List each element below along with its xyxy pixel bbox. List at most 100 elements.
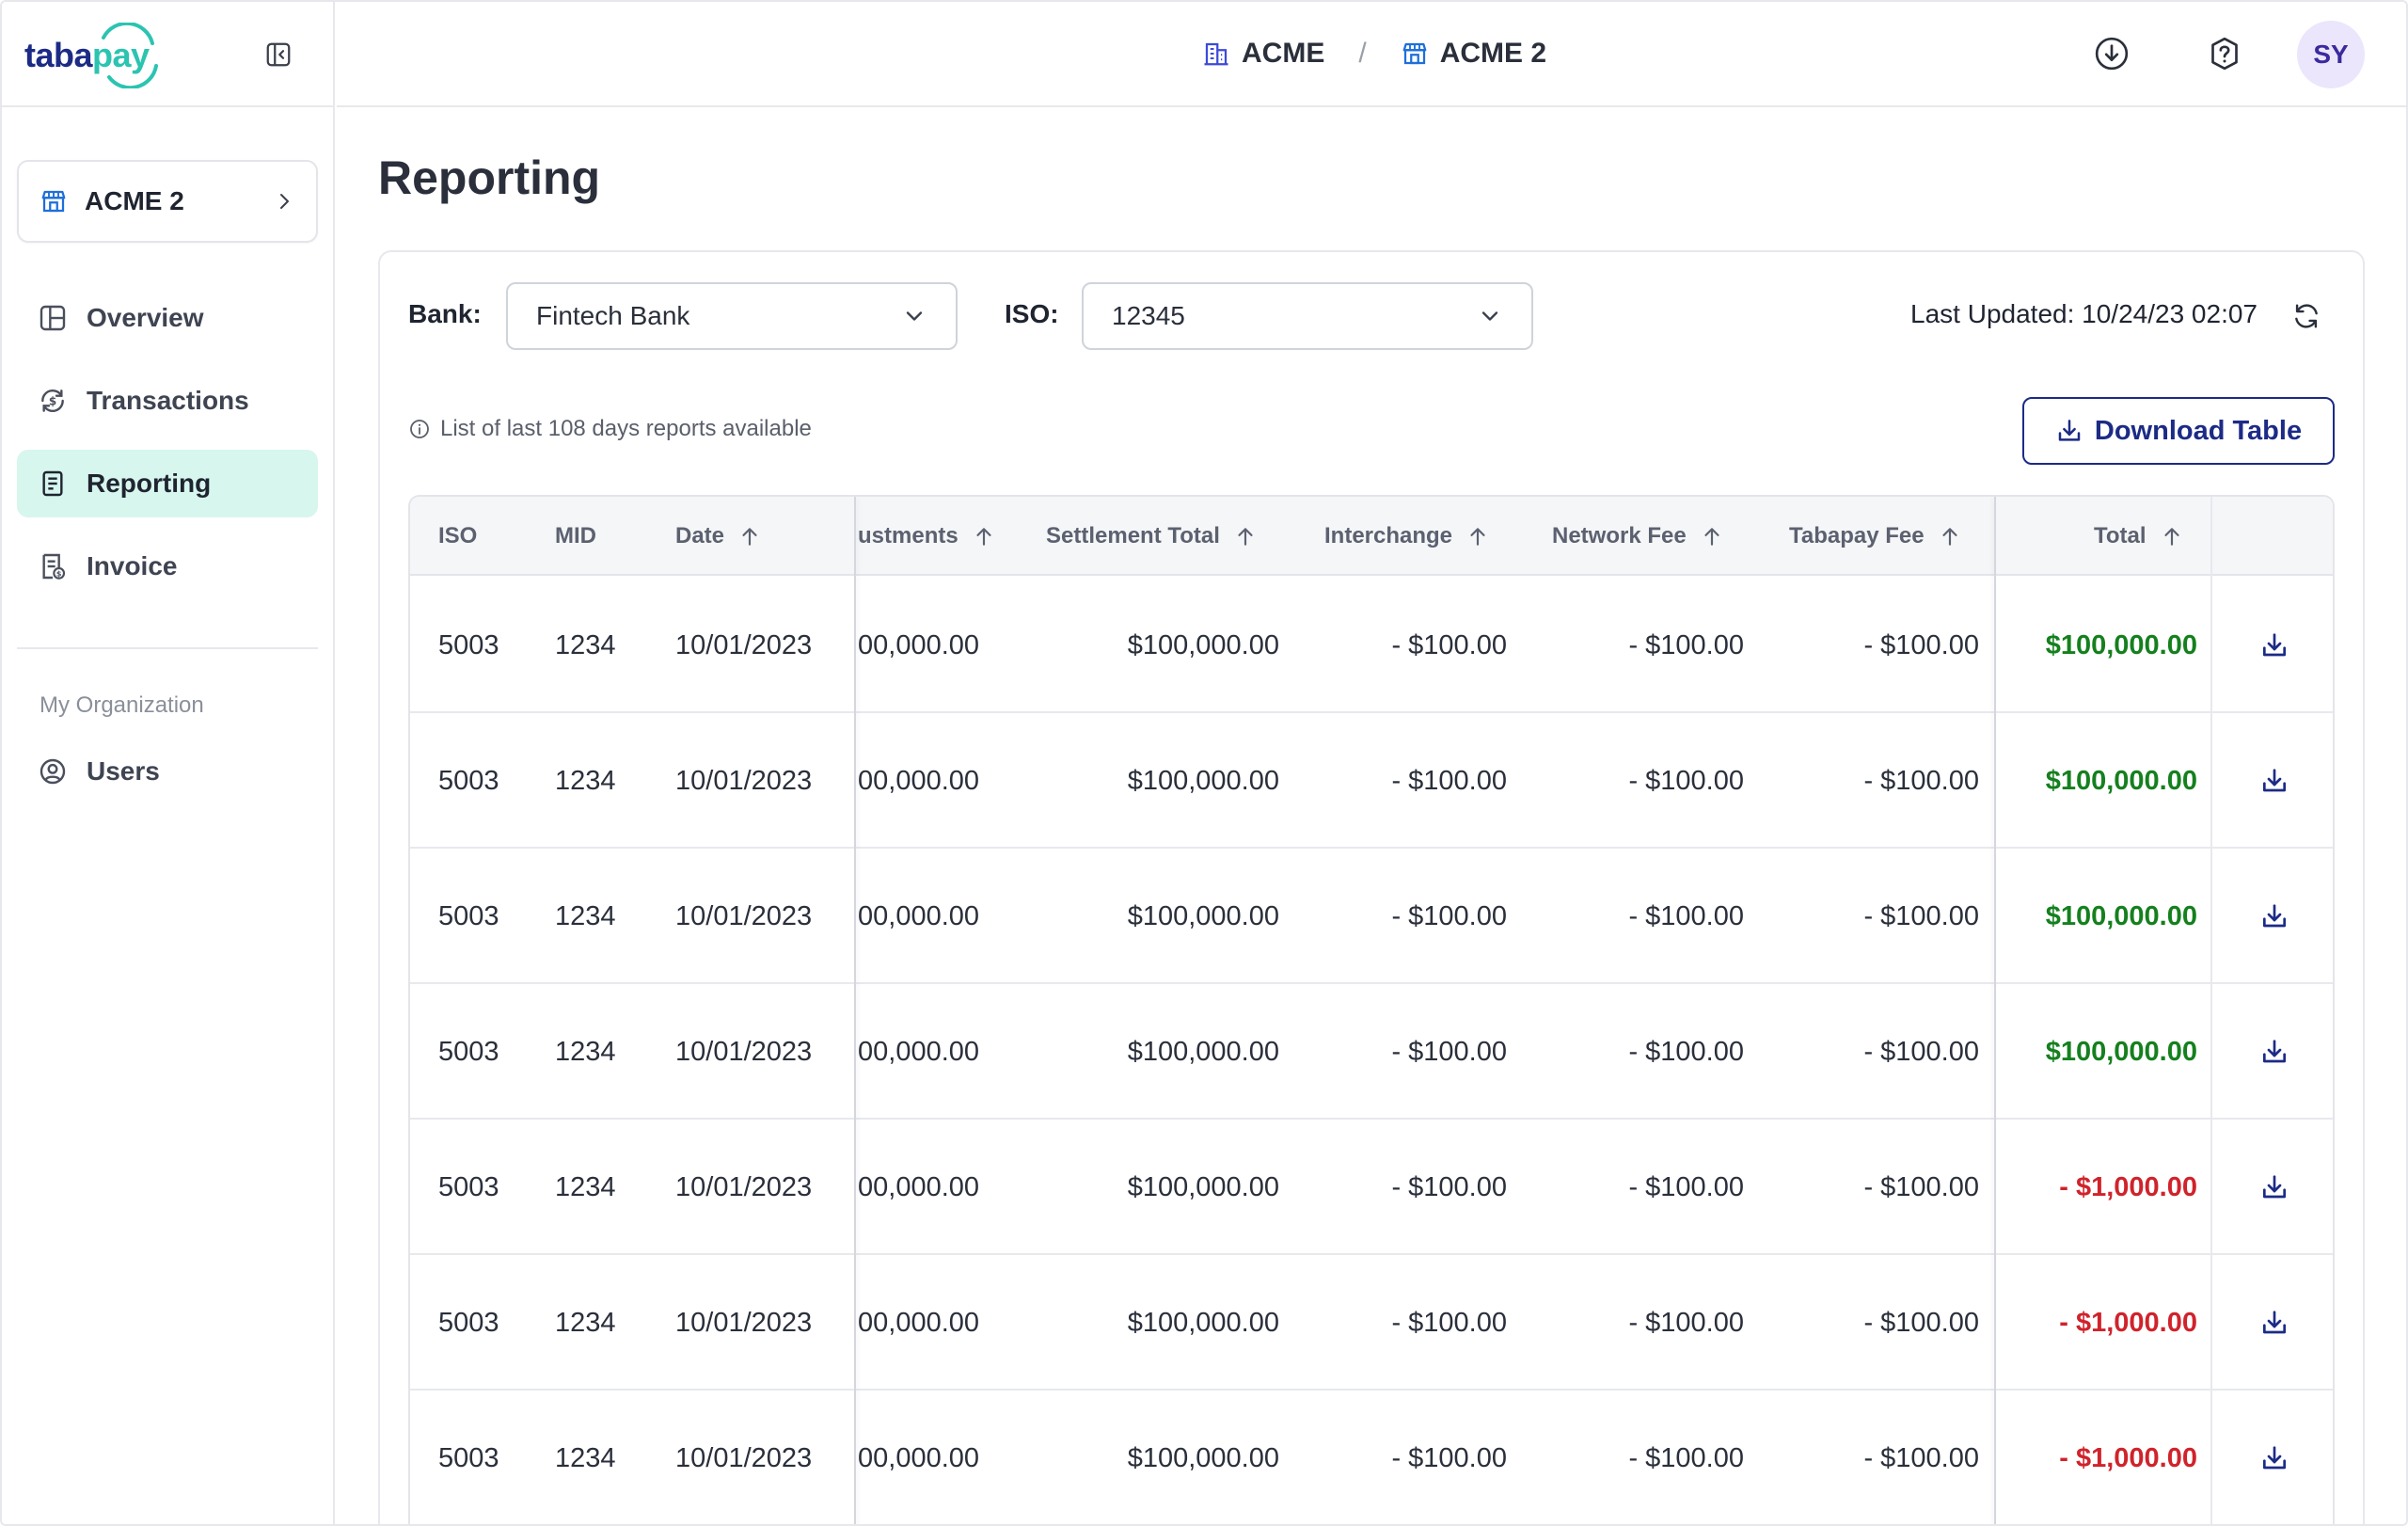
svg-text:$: $ (56, 570, 62, 579)
overview-icon (40, 305, 66, 331)
cell-total-value: - $1,000.00 (2059, 1307, 2197, 1338)
cell-mid-value: 1234 (555, 900, 616, 931)
cell-interchange-value: - $100.00 (1391, 1307, 1507, 1338)
bank-select[interactable]: Fintech Bank (506, 282, 958, 350)
cell-total: $100,000.00 (2004, 984, 2197, 1120)
download-icon (2058, 420, 2081, 441)
row-download-button[interactable] (2256, 1168, 2293, 1206)
cell-settlement-total: $100,000.00 (1050, 1255, 1279, 1391)
chevron-down-icon (1481, 311, 1498, 321)
cell-tabapay-fee-value: - $100.00 (1863, 1171, 1979, 1202)
cell-date: 10/01/2023 (675, 1255, 812, 1391)
logo-text-b: pay (92, 36, 150, 74)
sidebar-item-reporting[interactable]: Reporting (17, 450, 318, 517)
bank-select-value: Fintech Bank (536, 301, 690, 330)
table-row: 5003 1234 10/01/2023 00,000.00 $100,000.00 - … (410, 1391, 2333, 1524)
sort-arrow-up-icon (1238, 528, 1253, 546)
cell-tabapay-fee-value: - $100.00 (1863, 765, 1979, 796)
download-icon (2263, 769, 2286, 792)
cell-network-fee-value: - $100.00 (1628, 1171, 1744, 1202)
cell-interchange-value: - $100.00 (1391, 765, 1507, 796)
column-header-network-fee[interactable]: Network Fee (1552, 497, 1724, 576)
breadcrumb-acme[interactable]: ACME (1202, 38, 1324, 70)
bank-label: Bank: (408, 299, 482, 328)
row-download-button[interactable] (2256, 762, 2293, 800)
cell-mid: 1234 (555, 1255, 616, 1391)
cell-iso-value: 5003 (438, 900, 499, 931)
tabapay-logo[interactable]: tabapay (24, 23, 158, 88)
cell-interchange-value: - $100.00 (1391, 900, 1507, 931)
cell-adjustments: 00,000.00 (858, 578, 1018, 713)
chevron-down-icon (906, 311, 923, 321)
column-header-date[interactable]: Date (675, 497, 762, 576)
cell-tabapay-fee: - $100.00 (1774, 1391, 1979, 1524)
cell-total: $100,000.00 (2004, 578, 2197, 713)
column-header-settlement-total[interactable]: Settlement Total (1046, 497, 1258, 576)
store-icon (1402, 42, 1427, 65)
cell-mid: 1234 (555, 713, 616, 849)
sidebar-item-transactions[interactable]: $ Transactions (17, 367, 318, 435)
download-button[interactable] (2088, 30, 2135, 77)
cell-mid-value: 1234 (555, 629, 616, 660)
column-header-label: Total (2094, 523, 2147, 548)
column-header-label: ISO (438, 523, 478, 548)
breadcrumb-acme-2-label: ACME 2 (1439, 38, 1547, 69)
cell-network-fee-value: - $100.00 (1628, 1036, 1744, 1067)
sidebar-item-users[interactable]: Users (17, 738, 318, 805)
iso-label: ISO: (1005, 299, 1059, 328)
cell-date: 10/01/2023 (675, 578, 812, 713)
cell-interchange: - $100.00 (1313, 1391, 1507, 1524)
logo-arc-icon (102, 23, 158, 88)
iso-select-value: 12345 (1112, 301, 1185, 330)
cell-interchange-value: - $100.00 (1391, 1442, 1507, 1473)
breadcrumb-acme-2[interactable]: ACME 2 (1401, 38, 1546, 70)
cell-date-value: 10/01/2023 (675, 1307, 813, 1338)
cell-tabapay-fee-value: - $100.00 (1863, 1036, 1979, 1067)
sidebar-item-invoice[interactable]: $ Invoice (17, 533, 318, 600)
refresh-button[interactable] (2288, 297, 2325, 335)
column-header-tabapay-fee[interactable]: Tabapay Fee (1789, 497, 1962, 576)
cell-total: - $1,000.00 (2004, 1255, 2197, 1391)
collapse-sidebar-button[interactable] (261, 38, 295, 72)
sidebar-item-label: Overview (87, 303, 204, 332)
chevron-right-icon (280, 194, 289, 209)
transactions-icon: $ (41, 389, 64, 412)
cell-settlement-total: $100,000.00 (1050, 984, 1279, 1120)
org-switcher[interactable]: ACME 2 (17, 160, 318, 243)
cell-mid: 1234 (555, 1391, 616, 1524)
sidebar-header-divider (2, 105, 335, 107)
frozen-column-divider-right (1994, 497, 1996, 1524)
breadcrumb: ACME / ACME 2 (1202, 32, 1546, 75)
iso-select[interactable]: 12345 (1082, 282, 1533, 350)
column-header-mid[interactable]: MID (555, 497, 596, 576)
avatar[interactable]: SY (2297, 21, 2365, 88)
availability-note: List of last 108 days reports available (408, 416, 812, 442)
row-download-button[interactable] (2256, 1033, 2293, 1071)
help-button[interactable] (2201, 30, 2248, 77)
cell-adjustments: 00,000.00 (858, 1391, 1018, 1524)
row-download-button[interactable] (2256, 1439, 2293, 1477)
cell-interchange: - $100.00 (1313, 984, 1507, 1120)
column-header-total[interactable]: Total (2094, 497, 2184, 576)
column-header-label: Interchange (1324, 523, 1453, 548)
column-header-label: ustments (858, 523, 958, 548)
cell-adjustments: 00,000.00 (858, 1120, 1018, 1255)
cell-tabapay-fee: - $100.00 (1774, 984, 1979, 1120)
sidebar: tabapay ACME 2 (2, 2, 335, 1524)
column-header-iso[interactable]: ISO (438, 497, 477, 576)
row-download-button[interactable] (2256, 1304, 2293, 1342)
cell-tabapay-fee: - $100.00 (1774, 849, 1979, 984)
row-download-button[interactable] (2256, 627, 2293, 664)
download-table-button[interactable]: Download Table (2022, 397, 2335, 465)
cell-adjustments: 00,000.00 (858, 713, 1018, 849)
column-header-adjustments[interactable]: ustments (858, 497, 1037, 576)
cell-settlement-total: $100,000.00 (1050, 578, 1279, 713)
cell-iso-value: 5003 (438, 1036, 499, 1067)
cell-total: - $1,000.00 (2004, 1120, 2197, 1255)
row-download-button[interactable] (2256, 898, 2293, 935)
cell-iso: 5003 (438, 1255, 499, 1391)
column-header-interchange[interactable]: Interchange (1324, 497, 1490, 576)
cell-interchange: - $100.00 (1313, 1255, 1507, 1391)
sidebar-item-overview[interactable]: Overview (17, 284, 318, 352)
